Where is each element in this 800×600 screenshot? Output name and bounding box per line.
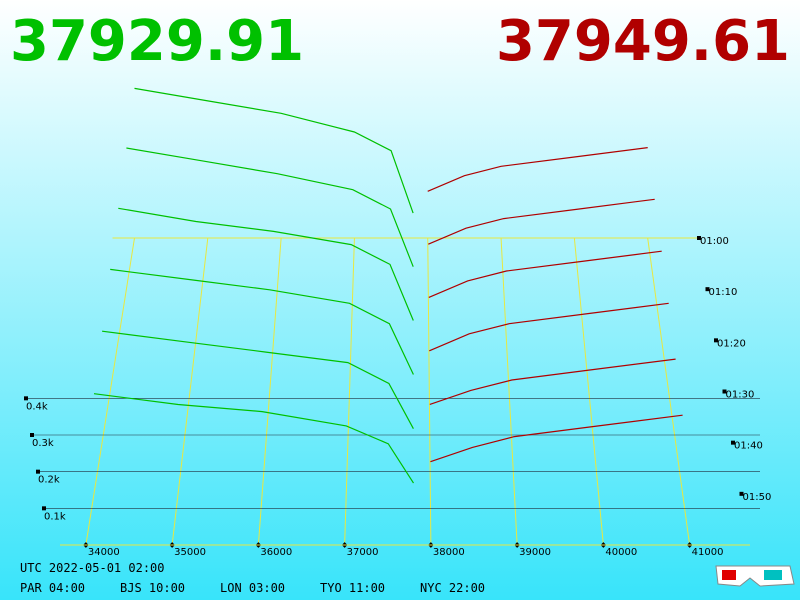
grid-line <box>257 237 282 546</box>
x-tick-label: 39000 <box>519 547 551 558</box>
y-tick <box>30 433 34 437</box>
x-tick-label: 34000 <box>88 547 120 558</box>
grid-line <box>171 237 209 546</box>
timezone-label: BJS 10:00 <box>120 581 185 595</box>
ask-depth-line <box>430 414 683 463</box>
y-tick-label: 0.4k <box>26 401 48 412</box>
bid-price: 37929.91 <box>10 9 304 74</box>
bid-depth-line <box>118 207 414 321</box>
time-tick <box>714 338 718 343</box>
ask-depth-line <box>429 302 669 352</box>
timezone-label: TYO 11:00 <box>320 581 385 595</box>
depth-chart: 34000 35000 36000 37000 38000 39000 40000 41000… <box>24 87 772 558</box>
grid-line <box>85 237 135 546</box>
bid-depth-line <box>102 330 414 429</box>
grid-line <box>647 237 691 546</box>
grid-line <box>344 237 355 546</box>
time-tick <box>731 440 735 445</box>
time-label: 01:00 <box>700 236 729 247</box>
time-tick <box>722 389 727 394</box>
y-tick <box>36 469 40 474</box>
ask-depth-line <box>428 250 662 298</box>
y-tick-label: 0.2k <box>38 475 60 486</box>
time-tick <box>705 287 710 292</box>
utc-time: UTC 2022-05-01 02:00 <box>20 561 165 575</box>
x-tick-label: 38000 <box>433 547 465 558</box>
x-tick-label: 37000 <box>347 547 379 558</box>
bid-depth-line <box>110 268 414 375</box>
time-label: 01:10 <box>709 287 738 298</box>
time-tick <box>697 236 701 240</box>
x-tick-label: 36000 <box>260 547 292 558</box>
grid-line <box>573 237 604 546</box>
timezone-label: PAR 04:00 <box>20 581 85 595</box>
grid-line <box>427 237 432 546</box>
bid-depth-line <box>134 87 414 214</box>
glasses-icon <box>715 565 795 587</box>
ask-price: 37949.61 <box>496 9 790 74</box>
bid-depth-line <box>126 147 414 267</box>
timezone-label: LON 03:00 <box>220 581 285 595</box>
y-tick-label: 0.3k <box>32 438 54 449</box>
ask-depth-line <box>427 147 648 192</box>
time-label: 01:30 <box>726 390 755 401</box>
time-label: 01:40 <box>734 441 763 452</box>
y-tick <box>42 506 46 511</box>
time-tick <box>739 491 744 496</box>
time-label: 01:50 <box>743 492 772 503</box>
x-tick-label: 41000 <box>692 547 724 558</box>
grid-line <box>500 237 518 546</box>
timezone-label: NYC 22:00 <box>420 581 485 595</box>
y-tick <box>24 396 28 401</box>
y-tick-label: 0.1k <box>44 511 66 522</box>
bid-depth-line <box>93 393 415 484</box>
x-tick-label: 35000 <box>174 547 206 558</box>
time-label: 01:20 <box>717 338 746 349</box>
x-tick-label: 40000 <box>605 547 637 558</box>
ask-depth-line <box>428 198 655 245</box>
ask-depth-line <box>429 358 676 405</box>
